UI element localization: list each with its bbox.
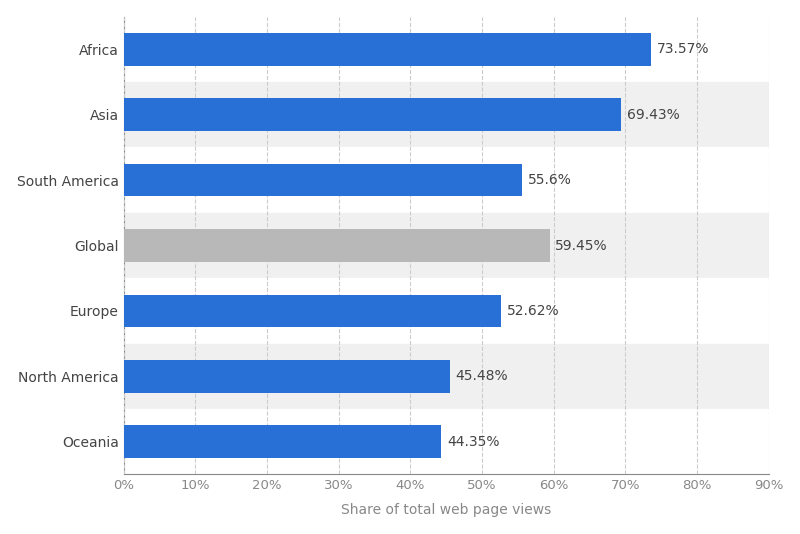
Bar: [123, 213, 769, 278]
Bar: [123, 343, 769, 409]
Bar: [123, 360, 450, 392]
Bar: [123, 33, 651, 66]
Text: 73.57%: 73.57%: [657, 42, 709, 57]
Text: 44.35%: 44.35%: [447, 435, 500, 449]
Text: 69.43%: 69.43%: [627, 108, 680, 122]
Bar: [123, 278, 769, 343]
Bar: [123, 425, 442, 458]
Text: 52.62%: 52.62%: [506, 304, 559, 318]
Text: 59.45%: 59.45%: [555, 239, 608, 253]
Bar: [123, 409, 769, 474]
Bar: [123, 295, 501, 327]
Bar: [123, 82, 769, 147]
Bar: [123, 17, 769, 82]
Bar: [123, 98, 622, 131]
Bar: [123, 147, 769, 213]
Bar: [123, 164, 522, 197]
X-axis label: Share of total web page views: Share of total web page views: [341, 504, 551, 517]
Bar: [123, 229, 550, 262]
Text: 45.48%: 45.48%: [455, 370, 508, 383]
Text: 55.6%: 55.6%: [528, 173, 572, 187]
